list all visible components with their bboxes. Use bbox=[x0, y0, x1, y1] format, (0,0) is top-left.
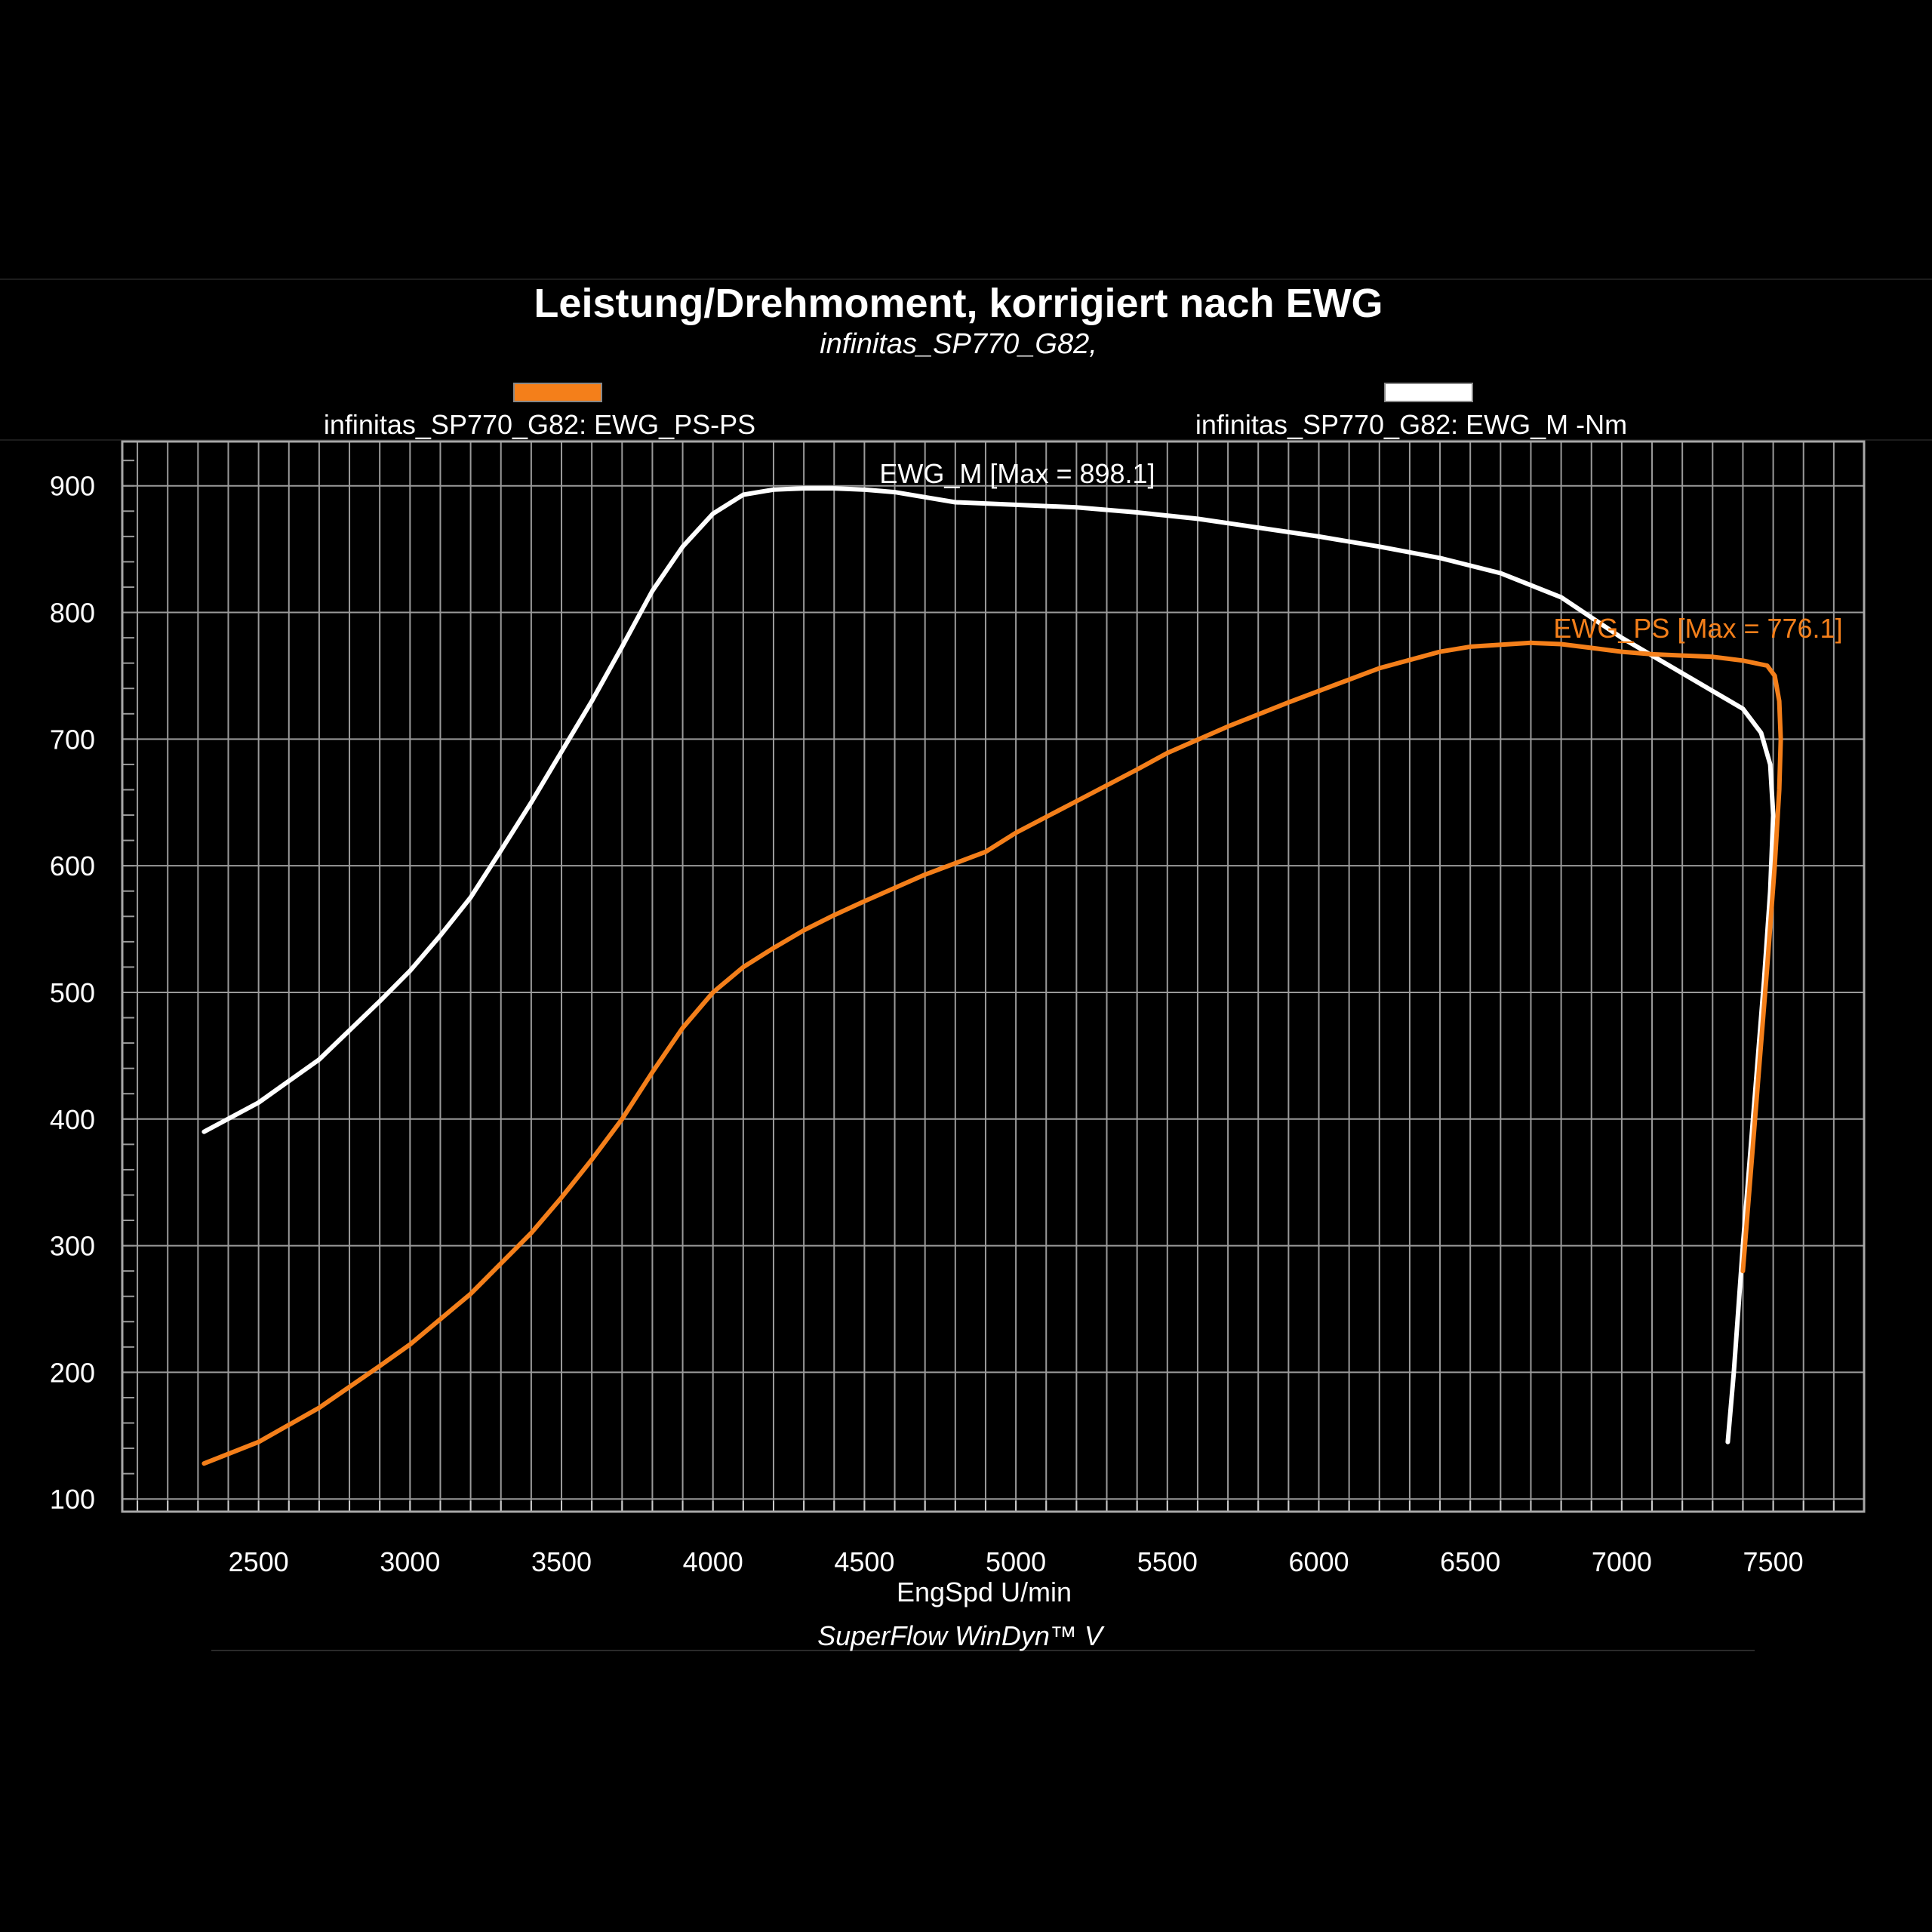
chart-title: Leistung/Drehmoment, korrigiert nach EWG bbox=[534, 281, 1383, 326]
x-tick-label: 6000 bbox=[1288, 1546, 1349, 1577]
y-tick-label: 500 bbox=[50, 977, 95, 1008]
x-tick-label: 4000 bbox=[683, 1546, 743, 1577]
x-tick-label: 2500 bbox=[229, 1546, 289, 1577]
series-annotation-nm: EWG_M [Max = 898.1] bbox=[879, 458, 1155, 489]
x-tick-label: 3500 bbox=[531, 1546, 592, 1577]
series-layer bbox=[202, 486, 1783, 1466]
chart-subtitle: infinitas_SP770_G82, bbox=[820, 328, 1097, 360]
legend-swatch-ps bbox=[513, 383, 602, 402]
x-tick-label: 5500 bbox=[1137, 1546, 1198, 1577]
chart-footer: SuperFlow WinDyn™ V bbox=[817, 1620, 1105, 1651]
y-tick-label: 300 bbox=[50, 1231, 95, 1262]
y-tick-label: 800 bbox=[50, 598, 95, 629]
legend-label-ps: infinitas_SP770_G82: EWG_PS-PS bbox=[324, 409, 755, 440]
x-tick-label: 7000 bbox=[1592, 1546, 1652, 1577]
y-tick-label: 900 bbox=[50, 471, 95, 502]
y-tick-label: 700 bbox=[50, 724, 95, 755]
series-annotation-ps: EWG_PS [Max = 776.1] bbox=[1553, 613, 1842, 644]
y-axis-ticks: 100 200 300 400 500 600 700 800 900 bbox=[50, 471, 95, 1515]
x-tick-label: 4500 bbox=[834, 1546, 894, 1577]
x-tick-label: 7500 bbox=[1743, 1546, 1804, 1577]
x-tick-label: 5000 bbox=[986, 1546, 1046, 1577]
x-tick-label: 3000 bbox=[380, 1546, 440, 1577]
y-tick-label: 400 bbox=[50, 1104, 95, 1135]
x-axis-label: EngSpd U/min bbox=[897, 1577, 1072, 1607]
y-tick-label: 200 bbox=[50, 1357, 95, 1388]
legend-swatch-nm bbox=[1384, 383, 1473, 402]
y-tick-label: 100 bbox=[50, 1484, 95, 1515]
series-line-ps bbox=[202, 640, 1783, 1466]
x-tick-label: 6500 bbox=[1440, 1546, 1500, 1577]
x-axis-ticks: 2500 3000 3500 4000 4500 5000 5500 6000 6500 7000… bbox=[229, 1546, 1804, 1577]
legend-label-nm: infinitas_SP770_G82: EWG_M -Nm bbox=[1195, 409, 1627, 440]
plot-frame bbox=[121, 440, 1866, 1513]
series-line-nm bbox=[202, 486, 1776, 1444]
plot-grid bbox=[122, 441, 1864, 1512]
y-tick-label: 600 bbox=[50, 851, 95, 881]
